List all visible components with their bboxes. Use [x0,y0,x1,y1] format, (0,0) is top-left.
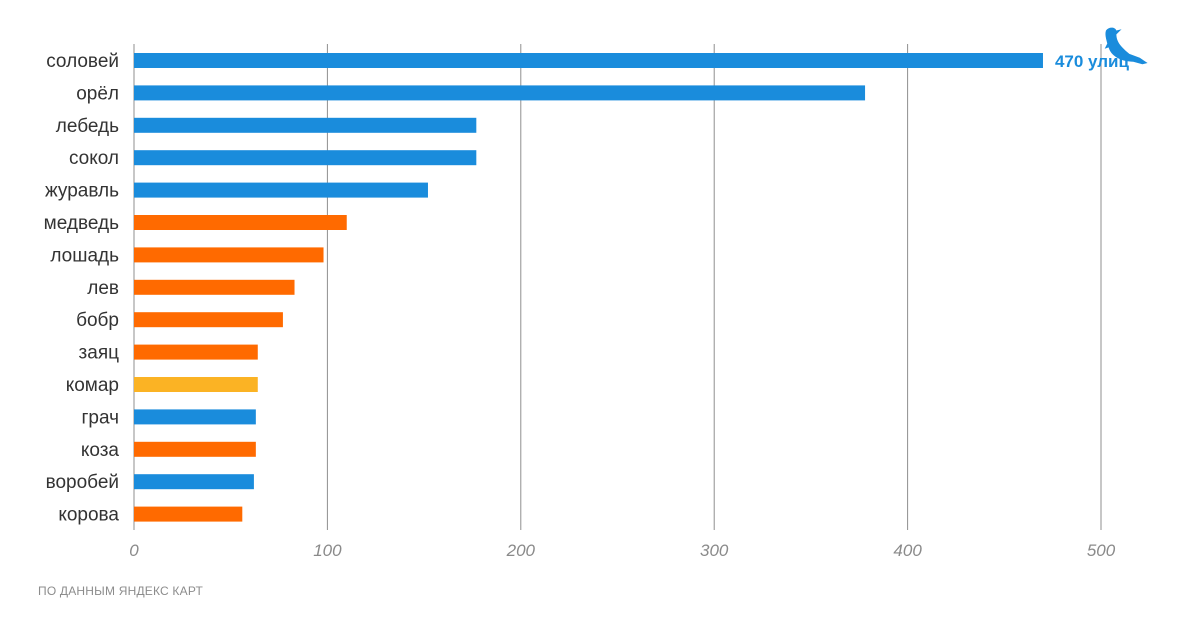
annotation: 470 улиц [1055,27,1148,71]
category-label: лев [87,278,119,299]
category-label: орёл [76,83,119,104]
bar [134,279,295,295]
annotation-label: 470 улиц [1055,52,1130,71]
x-tick-label: 0 [129,541,139,560]
bar [134,506,243,522]
category-labels: соловей орёл лебедь сокол журавль медведь лоша… [44,51,120,526]
category-label: коза [81,440,120,461]
bar [134,247,324,263]
bar [134,215,347,230]
bar [134,344,258,360]
category-label: лошадь [50,245,119,266]
bar [134,53,1043,68]
x-tick-labels: 0 100 200 300 400 500 [129,541,1115,560]
bar [134,117,477,133]
source-note: ПО ДАННЫМ ЯНДЕКС КАРТ [38,584,204,598]
bird-icon [1104,27,1148,65]
bar [134,150,477,166]
bar [134,182,428,198]
category-label: соловей [46,51,119,72]
category-label: заяц [79,343,120,364]
category-label: бобр [76,310,119,331]
category-label: лебедь [56,116,119,137]
bar [134,377,258,392]
bar [134,441,256,457]
category-label: комар [66,375,119,396]
category-label: журавль [45,181,119,202]
bar [134,474,254,490]
category-label: сокол [69,148,119,169]
x-tick-label: 400 [893,541,922,560]
category-label: медведь [44,213,119,234]
category-label: воробей [46,472,119,493]
category-label: грач [81,407,119,428]
bars [134,53,1043,522]
x-tick-label: 200 [506,541,536,560]
bar [134,312,283,328]
bar [134,85,866,101]
x-tick-label: 500 [1087,541,1116,560]
category-label: корова [58,505,119,526]
bar [134,409,256,425]
x-tick-label: 300 [700,541,729,560]
x-tick-label: 100 [313,541,342,560]
